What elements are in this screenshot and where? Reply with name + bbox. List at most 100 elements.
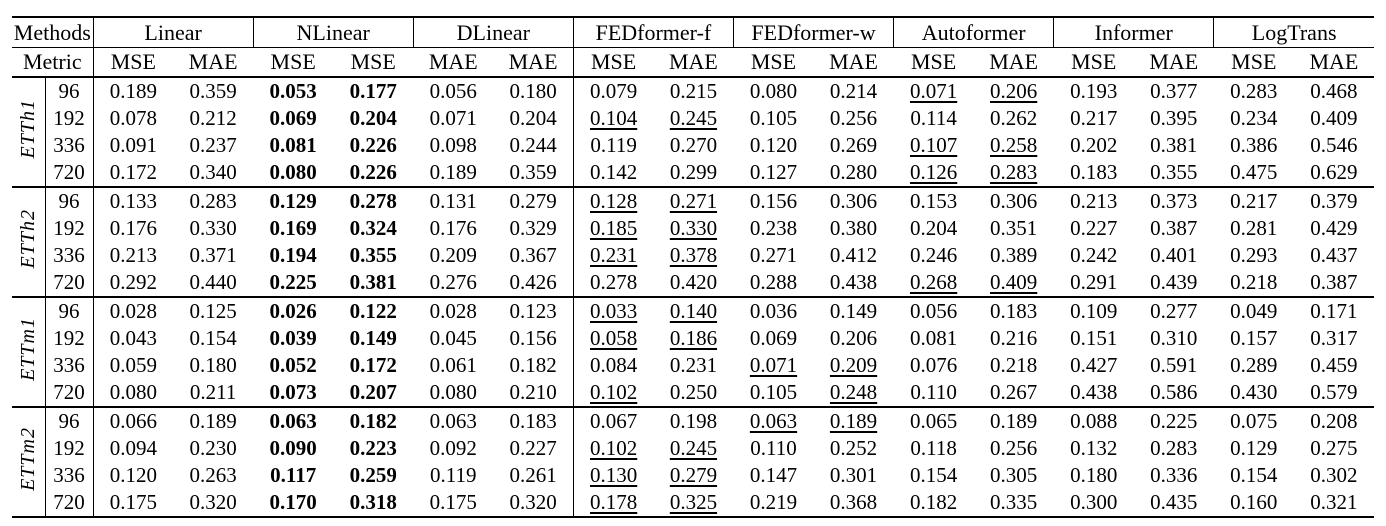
value-cell: 0.586 <box>1150 380 1198 404</box>
value-cell: 0.267 <box>990 380 1038 404</box>
value-cell: 0.126 <box>909 160 958 184</box>
value-cell: 0.033 <box>573 296 654 325</box>
value-cell: 0.114 <box>910 106 957 130</box>
value-cell: 0.244 <box>493 132 574 159</box>
value-cell: 0.317 <box>1310 326 1358 350</box>
methods-header-row: Methods Linear NLinear DLinear FEDformer… <box>12 17 1374 48</box>
horizon-cell: 720 <box>45 379 94 407</box>
value-cell: 0.056 <box>413 76 494 105</box>
value-cell: 0.081 <box>909 326 958 350</box>
data-row-ETTh1-192: 192 0.078 0.212 0.069 0.204 0.071 0.204 0.104 0.… <box>12 105 1374 132</box>
metric-cell: MSE <box>93 47 174 78</box>
value-cell: 0.225 <box>269 270 317 294</box>
metric-cell: MAE <box>973 47 1054 78</box>
horizon-cell: 192 <box>45 105 94 132</box>
value-cell: 0.156 <box>733 186 814 215</box>
value-cell: 0.104 <box>590 106 638 130</box>
value-cell: 0.177 <box>333 76 414 105</box>
value-cell: 0.160 <box>1230 490 1278 514</box>
value-cell: 0.132 <box>1070 436 1118 460</box>
value-cell: 0.209 <box>829 353 878 377</box>
value-cell: 0.245 <box>669 106 718 130</box>
value-cell: 0.379 <box>1293 186 1374 215</box>
value-cell: 0.170 <box>269 490 317 514</box>
value-cell: 0.230 <box>189 436 237 460</box>
value-cell: 0.330 <box>189 216 237 240</box>
value-cell: 0.438 <box>829 270 878 294</box>
value-cell: 0.128 <box>573 186 654 215</box>
value-cell: 0.248 <box>829 380 878 404</box>
value-cell: 0.105 <box>749 106 798 130</box>
value-cell: 0.180 <box>493 76 574 105</box>
value-cell: 0.438 <box>1070 380 1118 404</box>
value-cell: 0.278 <box>590 270 638 294</box>
value-cell: 0.133 <box>93 186 174 215</box>
value-cell: 0.401 <box>1150 243 1198 267</box>
value-cell: 0.120 <box>109 463 157 487</box>
value-cell: 0.080 <box>733 76 814 105</box>
value-cell: 0.259 <box>349 463 397 487</box>
value-cell: 0.245 <box>669 436 718 460</box>
value-cell: 0.288 <box>749 270 798 294</box>
value-cell: 0.579 <box>1310 380 1358 404</box>
value-cell: 0.426 <box>493 269 574 297</box>
horizon-cell: 192 <box>45 435 94 462</box>
data-row-ETTm2-192: 192 0.094 0.230 0.090 0.223 0.092 0.227 0.102 0.… <box>12 435 1374 462</box>
data-row-ETTh2-336: 336 0.213 0.371 0.194 0.355 0.209 0.367 0.231 0.… <box>12 242 1374 269</box>
value-cell: 0.302 <box>1310 463 1358 487</box>
value-cell: 0.183 <box>1070 160 1118 184</box>
value-cell: 0.067 <box>573 406 654 435</box>
value-cell: 0.172 <box>109 160 157 184</box>
value-cell: 0.427 <box>1070 353 1118 377</box>
data-row-ETTm2-336: 336 0.120 0.263 0.117 0.259 0.119 0.261 0.130 0.… <box>12 462 1374 489</box>
value-cell: 0.026 <box>253 296 334 325</box>
metric-cell: MSE <box>253 47 334 78</box>
value-cell: 0.092 <box>429 436 477 460</box>
dataset-label-text: ETTm1 <box>16 317 39 381</box>
value-cell: 0.330 <box>669 216 718 240</box>
data-row-ETTh1-336: 336 0.091 0.237 0.081 0.226 0.098 0.244 0.119 0.… <box>12 132 1374 159</box>
value-cell: 0.207 <box>349 380 397 404</box>
method-group-autoformer: Autoformer <box>893 17 1055 48</box>
value-cell: 0.351 <box>990 216 1038 240</box>
horizon-cell: 720 <box>45 159 94 187</box>
value-cell: 0.389 <box>990 243 1038 267</box>
value-cell: 0.109 <box>1053 296 1134 325</box>
method-group-fedformer-f: FEDformer-f <box>573 17 734 48</box>
metric-cell: MSE <box>893 47 974 78</box>
value-cell: 0.036 <box>733 296 814 325</box>
value-cell: 0.279 <box>493 186 574 215</box>
data-row-ETTm1-96: ETTm1 96 0.028 0.125 0.026 0.122 0.028 0.123 0.0… <box>12 296 1374 407</box>
value-cell: 0.289 <box>1230 353 1278 377</box>
results-table: Methods Linear NLinear DLinear FEDformer… <box>12 16 1374 518</box>
value-cell: 0.171 <box>1293 296 1374 325</box>
dataset-label-ETTh2: ETTh2 <box>12 186 46 297</box>
value-cell: 0.120 <box>749 133 798 157</box>
value-cell: 0.293 <box>1230 243 1278 267</box>
value-cell: 0.300 <box>1070 490 1118 514</box>
value-cell: 0.180 <box>1070 463 1118 487</box>
value-cell: 0.250 <box>669 380 718 404</box>
value-cell: 0.176 <box>429 216 477 240</box>
value-cell: 0.178 <box>590 490 638 514</box>
value-cell: 0.198 <box>653 406 734 435</box>
value-cell: 0.306 <box>813 186 894 215</box>
value-cell: 0.355 <box>349 243 397 267</box>
value-cell: 0.270 <box>669 133 718 157</box>
value-cell: 0.209 <box>429 243 477 267</box>
value-cell: 0.367 <box>493 242 574 269</box>
value-cell: 0.234 <box>1230 106 1278 130</box>
value-cell: 0.213 <box>1053 186 1134 215</box>
metric-cell: MSE <box>1053 47 1134 78</box>
value-cell: 0.218 <box>990 353 1038 377</box>
value-cell: 0.129 <box>253 186 334 215</box>
value-cell: 0.226 <box>349 160 397 184</box>
value-cell: 0.208 <box>1293 406 1374 435</box>
value-cell: 0.194 <box>269 243 317 267</box>
value-cell: 0.226 <box>349 133 397 157</box>
value-cell: 0.271 <box>749 243 798 267</box>
value-cell: 0.066 <box>93 406 174 435</box>
value-cell: 0.210 <box>493 379 574 407</box>
value-cell: 0.381 <box>1150 133 1198 157</box>
value-cell: 0.149 <box>813 296 894 325</box>
